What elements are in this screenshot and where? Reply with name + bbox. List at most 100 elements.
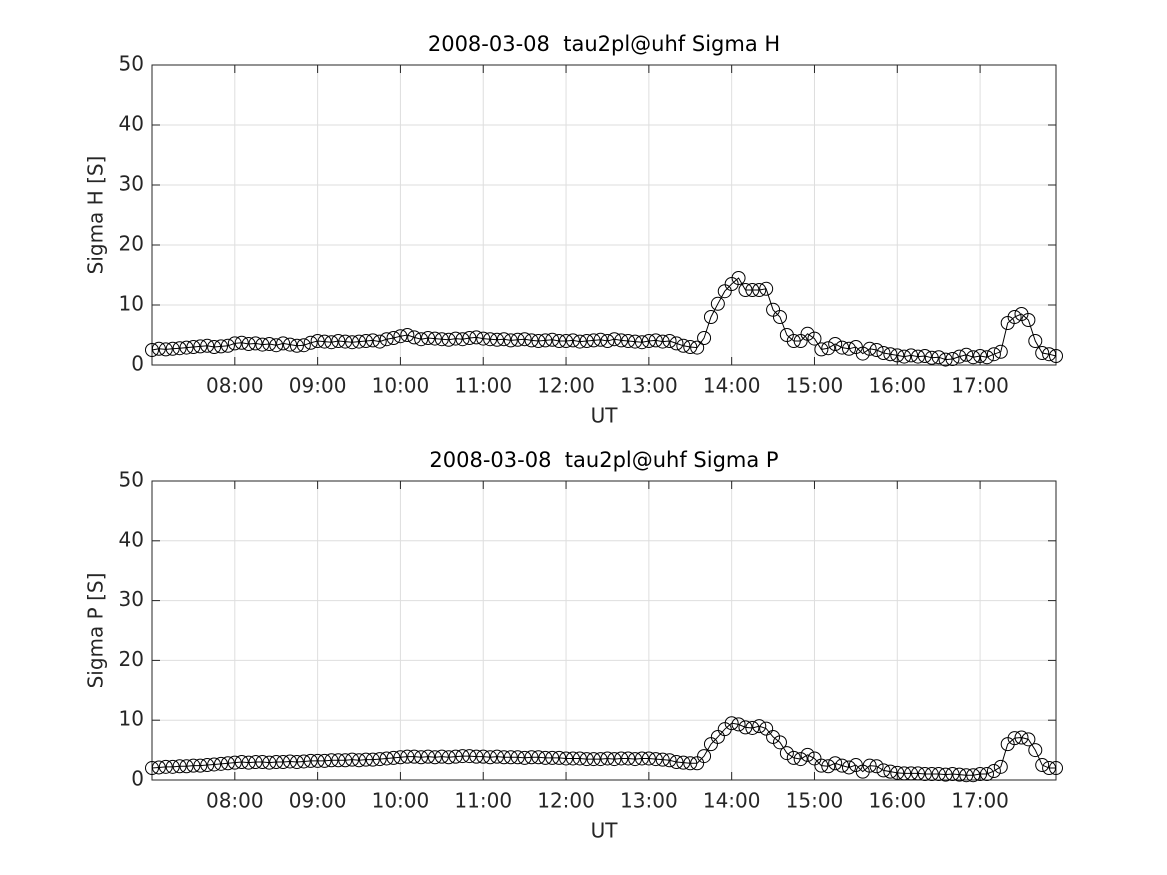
data-point [800,326,815,341]
data-point [655,334,670,349]
data-point [145,343,159,357]
data-point [952,349,967,364]
data-point [365,752,380,767]
data-point [303,335,318,350]
data-point [731,717,746,732]
data-point [828,337,843,351]
data-point [945,352,960,366]
data-point [890,348,905,363]
data-point [607,332,622,347]
data-point [434,749,449,764]
data-point [200,758,215,773]
data-point [1021,732,1036,747]
x-tick-label: 15:00 [786,374,844,398]
data-point [835,758,850,773]
data-point [559,751,574,766]
data-point [841,341,856,356]
data-point [565,333,580,348]
data-point [151,341,166,356]
data-point [345,335,360,350]
data-point [289,338,304,353]
data-point [669,336,684,351]
x-tick-label: 14:00 [703,789,761,813]
data-point [648,333,663,348]
data-point [883,347,898,362]
data-point [628,334,643,349]
data-point [738,720,753,735]
data-point [697,331,712,345]
data-point [310,334,325,348]
data-point [421,331,436,345]
data-point [593,752,608,767]
data-point [414,332,429,347]
data-line [151,722,1056,776]
data-point [151,760,166,775]
data-point [745,283,760,297]
data-point [572,751,587,766]
data-point [255,755,270,770]
chart-title: 2008-03-08 tau2pl@uhf Sigma H [428,32,780,56]
data-point [358,752,373,767]
data-point [752,283,767,297]
data-point [200,338,215,353]
data-point [490,332,505,347]
data-point [296,338,311,353]
data-point [952,767,967,782]
data-point [483,750,498,765]
data-point [607,752,622,767]
data-point [517,750,532,765]
data-point [1021,313,1036,327]
data-point [931,767,946,782]
data-point [207,340,222,354]
data-point [910,766,925,781]
data-point [214,756,229,771]
x-tick-label: 13:00 [620,789,678,813]
data-point [1007,310,1022,324]
data-point [759,721,774,736]
data-point [973,349,988,363]
data-point [917,767,932,782]
data-point [490,749,505,764]
y-tick-label: 30 [119,587,144,611]
data-point [986,764,1001,779]
x-tick-label: 09:00 [289,789,347,813]
data-point [172,759,187,774]
data-point [400,328,415,342]
data-point [876,763,891,778]
data-point [207,757,222,772]
data-point [552,750,567,765]
data-point [296,754,311,769]
data-point [779,746,794,761]
y-tick-label: 10 [119,292,144,316]
data-point [269,338,284,353]
data-point [648,752,663,767]
y-tick-label: 40 [119,112,144,136]
data-point [959,347,974,362]
data-point [476,749,491,764]
x-tick-label: 12:00 [537,374,595,398]
data-point [462,331,477,345]
data-point [483,332,498,347]
data-point [641,334,656,348]
data-point [158,759,173,774]
x-tick-label: 14:00 [703,374,761,398]
data-point [697,749,712,764]
data-point [165,341,180,356]
data-point [421,749,436,764]
data-point [262,755,277,770]
data-point [545,750,560,765]
x-tick-label: 11:00 [454,789,512,813]
data-point [255,337,270,352]
x-tick-label: 10:00 [372,789,430,813]
data-point [427,331,442,346]
data-point [393,329,408,344]
data-point [469,330,484,345]
data-point [331,753,346,768]
y-tick-label: 20 [119,232,144,256]
data-point [897,766,912,781]
data-point [386,331,401,345]
data-point [386,750,401,765]
data-point [876,346,891,360]
